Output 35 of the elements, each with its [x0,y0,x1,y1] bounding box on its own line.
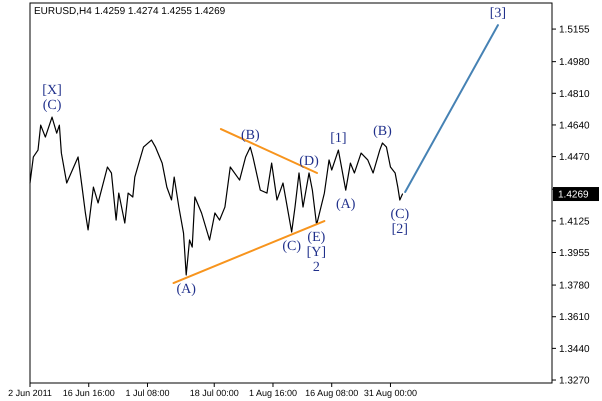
x-tick-label: 16 Jun 16:00 [62,388,115,398]
annotation: (C) [390,206,410,222]
annotation: [1] [330,130,347,146]
y-tick-label: 1.4980 [559,57,590,68]
annotation: (B) [240,128,260,144]
x-tick-label: 2 Jun 2011 [8,388,52,398]
y-tick-label: 1.3610 [559,312,590,324]
x-tick-label: 18 Jul 00:00 [190,388,239,398]
annotation: [X] [42,83,62,98]
y-tick-label: 1.3270 [559,376,590,387]
annotation: (E) [307,230,326,245]
x-tick-label: 16 Aug 08:00 [305,388,358,398]
y-tick-label: 1.4640 [559,120,590,132]
y-tick-label: 1.3440 [559,344,590,355]
annotation: [3] [490,6,506,22]
y-tick-label: 1.3955 [559,248,590,259]
x-tick-label: 31 Aug 00:00 [364,388,417,398]
y-tick-label: 1.4810 [559,88,590,100]
annotation: [2] [392,222,408,237]
y-tick-label: 1.4125 [559,216,590,228]
annotation: (B) [373,124,392,139]
annotation: (C) [282,238,302,254]
y-tick-label: 1.4470 [559,152,590,164]
text: 1.4269 [558,190,590,201]
annotation: 2 [312,260,320,275]
chart-title: EURUSD,H4 1.4259 1.4274 1.4255 1.4269 [34,6,226,17]
annotation: [Y] [306,244,326,260]
annotation: (A) [336,197,356,212]
x-tick-label: 1 Aug 16:00 [248,388,297,398]
annotation: (C) [42,98,62,114]
annotation: (D) [299,154,320,169]
y-tick-label: 1.5155 [559,24,590,36]
x-tick-label: 1 Jul 08:00 [125,388,170,398]
annotation: (A) [176,282,196,297]
y-tick-label: 1.3780 [559,280,590,292]
